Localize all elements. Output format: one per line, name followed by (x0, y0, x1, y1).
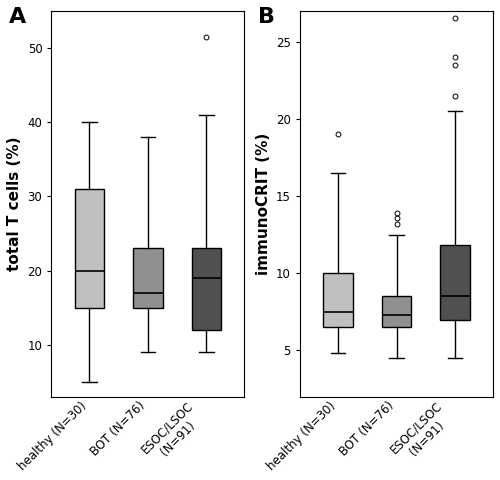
Y-axis label: total T cells (%): total T cells (%) (7, 136, 22, 271)
PathPatch shape (324, 273, 352, 327)
Text: A: A (9, 7, 26, 27)
Y-axis label: immunoCRIT (%): immunoCRIT (%) (256, 132, 270, 275)
PathPatch shape (440, 245, 470, 320)
PathPatch shape (192, 248, 221, 330)
Text: B: B (258, 7, 274, 27)
PathPatch shape (382, 296, 411, 327)
PathPatch shape (134, 248, 162, 308)
PathPatch shape (75, 189, 104, 308)
